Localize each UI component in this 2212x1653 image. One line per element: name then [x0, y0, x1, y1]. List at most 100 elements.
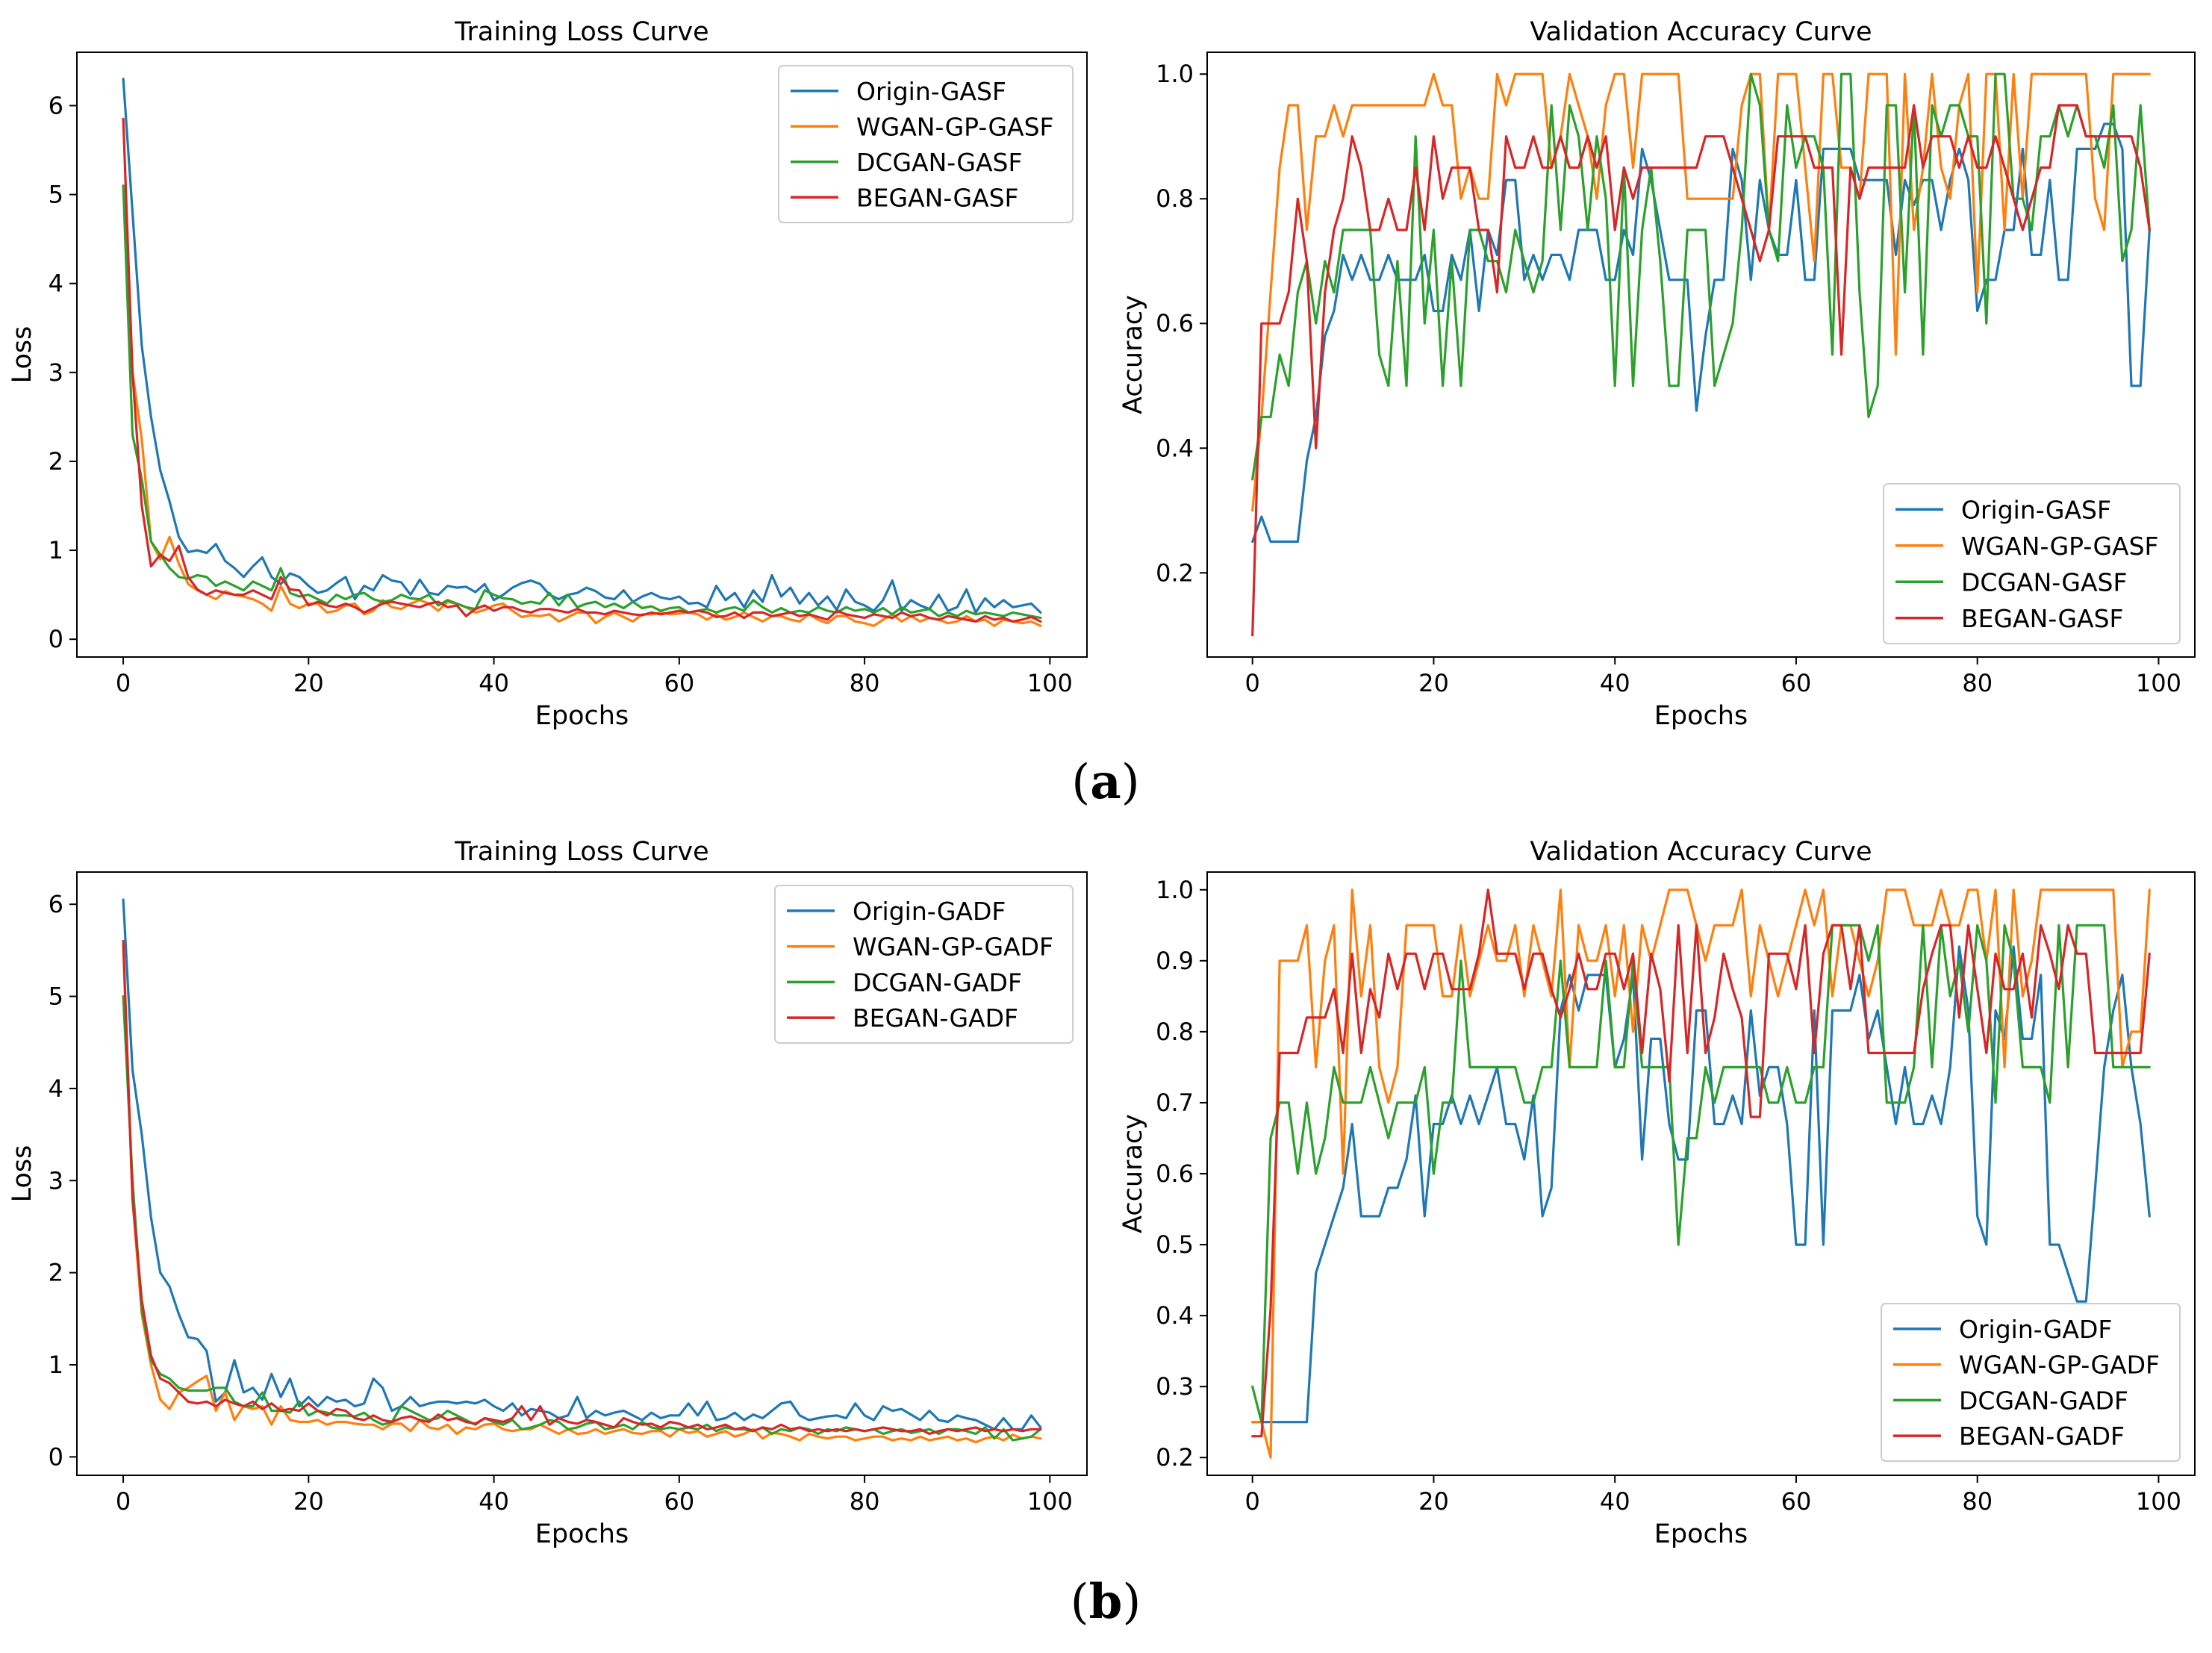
- x-tick-label: 40: [479, 1487, 509, 1516]
- y-tick-label: 0.9: [1156, 947, 1194, 975]
- series-line-began-gasf: [1251, 104, 2151, 637]
- chart-title: Training Loss Curve: [454, 17, 708, 47]
- y-tick-label: 0.2: [1156, 558, 1194, 587]
- y-axis-label: Loss: [7, 1145, 37, 1203]
- chart-b-training-loss: Training Loss Curve 0 20 40 60 80 100 0 1 2 3 4 5 6 Ep…: [7, 837, 1088, 1549]
- legend-label: BEGAN-GASF: [1961, 604, 2124, 633]
- legend-box: [774, 885, 1074, 1044]
- series-group: [1251, 72, 2151, 637]
- x-tick-label: 80: [850, 669, 880, 697]
- y-tick-label: 2: [49, 447, 63, 476]
- y-tick-label: 0: [49, 1442, 63, 1471]
- x-tick-label: 0: [116, 1487, 131, 1516]
- series-line-dcgan-gadf: [122, 994, 1042, 1442]
- series-line-began-gasf: [122, 117, 1042, 623]
- chart-a-validation-accuracy: Validation Accuracy Curve 0 20 40 60 80 100 0.2…: [1118, 17, 2196, 731]
- y-tick-label: 1: [49, 536, 63, 564]
- chart-title: Validation Accuracy Curve: [1530, 17, 1872, 47]
- x-tick-label: 60: [664, 669, 694, 697]
- y-tick-label: 5: [49, 983, 63, 1011]
- series-line-began-gadf: [1251, 888, 2151, 1438]
- y-tick-label: 0.7: [1156, 1089, 1194, 1117]
- y-tick-label: 4: [49, 1074, 63, 1103]
- legend-label: Origin-GADF: [1959, 1315, 2112, 1344]
- legend-label: WGAN-GP-GADF: [1959, 1351, 2160, 1380]
- plot-frame: [76, 871, 1088, 1476]
- y-tick-label: 4: [49, 270, 63, 298]
- legend: Origin-GADF WGAN-GP-GADF DCGAN-GADF BEGAN-G…: [1881, 1303, 2181, 1462]
- x-axis-label: Epochs: [535, 701, 629, 731]
- x-tick-label: 20: [1418, 1487, 1449, 1516]
- x-axis-label: Epochs: [1654, 701, 1748, 731]
- y-tick-label: 0.4: [1156, 434, 1194, 462]
- y-tick-label: 5: [49, 181, 63, 209]
- y-tick-label: 1.0: [1156, 876, 1194, 904]
- x-tick-label: 20: [293, 669, 324, 697]
- x-tick-label: 20: [1418, 669, 1449, 697]
- plot-frame: [1206, 52, 2196, 658]
- series-line-origin-gasf: [1251, 122, 2151, 544]
- chart-b-validation-accuracy: Validation Accuracy Curve 0 20 40 60 80 100 0.2…: [1118, 837, 2196, 1549]
- series-line-wgan-gp-gadf: [122, 944, 1042, 1444]
- y-tick-label: 0.6: [1156, 1159, 1194, 1188]
- legend-label: Origin-GADF: [853, 897, 1006, 926]
- series-line-began-gadf: [122, 939, 1042, 1436]
- y-tick-label: 3: [49, 358, 63, 387]
- panel-label-a-letter: a: [1090, 754, 1121, 810]
- legend-label: DCGAN-GASF: [856, 148, 1022, 177]
- series-line-wgan-gp-gadf: [1251, 888, 2151, 1459]
- y-tick-label: 2: [49, 1259, 63, 1287]
- y-tick-label: 1.0: [1156, 60, 1194, 88]
- y-tick-label: 0: [49, 625, 63, 653]
- y-tick-label: 0.8: [1156, 184, 1194, 213]
- x-tick-label: 80: [1962, 669, 1993, 697]
- legend-label: BEGAN-GADF: [853, 1003, 1018, 1033]
- y-tick-label: 0.5: [1156, 1230, 1194, 1259]
- panel-label-b: (b): [1070, 1574, 1141, 1630]
- legend-box: [778, 65, 1074, 223]
- plot-frame: [76, 52, 1088, 658]
- x-tick-label: 80: [850, 1487, 880, 1516]
- legend: Origin-GASF WGAN-GP-GASF DCGAN-GASF BEGAN-G…: [1883, 483, 2181, 644]
- legend: Origin-GADF WGAN-GP-GADF DCGAN-GADF BEGAN-G…: [774, 885, 1074, 1044]
- legend-label: WGAN-GP-GASF: [856, 112, 1054, 141]
- panel-label-b-letter: b: [1088, 1574, 1123, 1630]
- legend-box: [1883, 483, 2181, 644]
- x-tick-label: 60: [664, 1487, 694, 1516]
- legend-label: Origin-GASF: [856, 77, 1006, 106]
- y-axis-label: Accuracy: [1118, 1114, 1148, 1233]
- y-axis-label: Accuracy: [1118, 295, 1148, 414]
- series-line-wgan-gp-gasf: [1251, 72, 2151, 512]
- series-line-dcgan-gadf: [1251, 924, 2151, 1424]
- x-tick-label: 100: [1027, 669, 1073, 697]
- x-tick-label: 100: [2136, 1487, 2181, 1516]
- series-group: [1251, 888, 2151, 1459]
- y-tick-label: 0.8: [1156, 1018, 1194, 1046]
- y-tick-label: 0.2: [1156, 1443, 1194, 1472]
- chart-a-training-loss: Training Loss Curve 0 20 40 60 80 100 0 1 2 3 4 5 6 Ep…: [7, 17, 1088, 731]
- series-line-dcgan-gasf: [122, 184, 1042, 620]
- y-tick-label: 1: [49, 1351, 63, 1379]
- x-axis-label: Epochs: [1654, 1519, 1748, 1549]
- x-tick-label: 0: [1245, 1487, 1260, 1516]
- y-tick-label: 3: [49, 1166, 63, 1195]
- x-tick-label: 100: [2136, 669, 2181, 697]
- legend-label: DCGAN-GADF: [1959, 1386, 2128, 1415]
- chart-title: Validation Accuracy Curve: [1530, 837, 1872, 867]
- y-tick-label: 6: [49, 890, 63, 918]
- x-tick-label: 80: [1962, 1487, 1993, 1516]
- legend-label: WGAN-GP-GADF: [853, 933, 1053, 962]
- x-tick-label: 100: [1027, 1487, 1073, 1516]
- x-tick-label: 40: [479, 669, 509, 697]
- x-tick-label: 60: [1781, 1487, 1812, 1516]
- x-tick-label: 40: [1600, 669, 1630, 697]
- x-axis-label: Epochs: [535, 1519, 629, 1549]
- legend-box: [1881, 1303, 2181, 1462]
- y-tick-label: 0.3: [1156, 1372, 1194, 1401]
- y-tick-label: 0.4: [1156, 1301, 1194, 1330]
- legend-label: Origin-GASF: [1961, 495, 2111, 524]
- chart-title: Training Loss Curve: [454, 837, 708, 867]
- panel-label-a: (a): [1071, 754, 1140, 810]
- x-tick-label: 60: [1781, 669, 1812, 697]
